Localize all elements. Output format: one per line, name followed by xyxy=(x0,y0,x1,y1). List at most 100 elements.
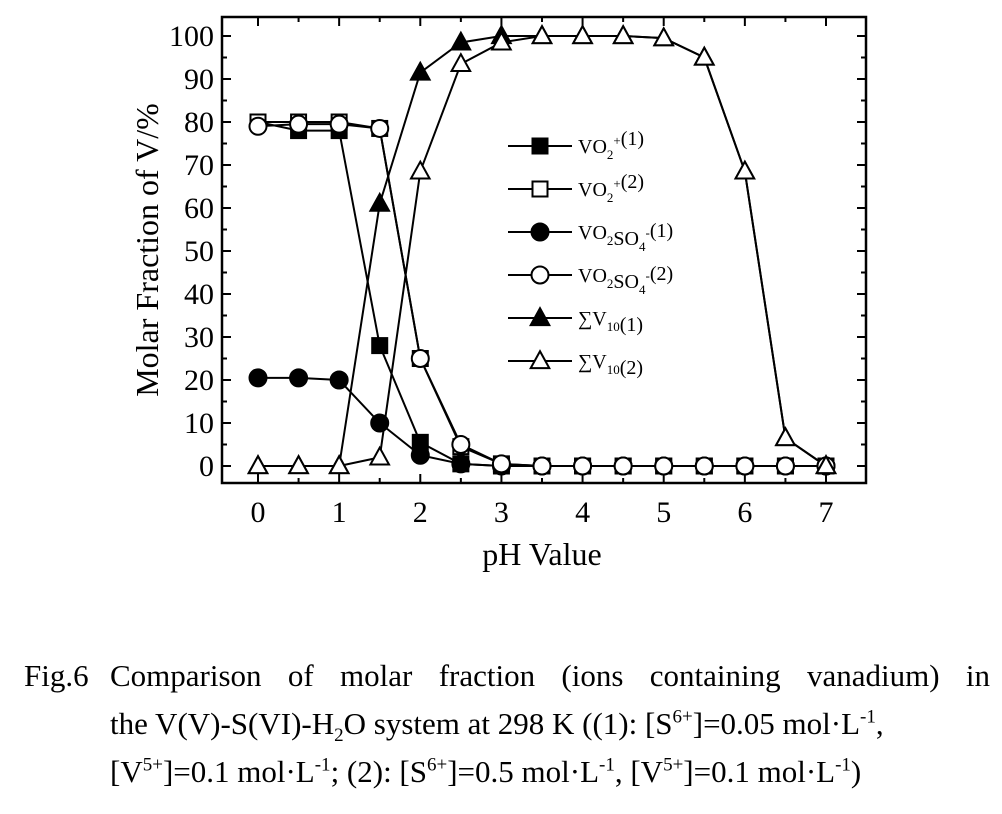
data-point-3 xyxy=(370,118,390,138)
y-axis-title: Molar Fraction of V/% xyxy=(129,103,165,397)
data-point-2 xyxy=(370,413,390,433)
x-tick-label: 3 xyxy=(494,496,509,529)
y-tick-label: 10 xyxy=(184,407,214,440)
caption-sup: 5+ xyxy=(142,754,163,776)
series-line-2 xyxy=(258,376,826,467)
legend-marker xyxy=(531,137,549,155)
legend-label-part: ∑V xyxy=(578,351,607,373)
x-axis: 0 1 2 3 4 5 6 7 xyxy=(251,17,834,529)
legend-label: VO2SO4-(1) xyxy=(578,220,673,254)
data-point-5 xyxy=(652,26,675,47)
data-point-5 xyxy=(449,52,472,73)
legend-marker xyxy=(530,222,550,242)
data-point-5 xyxy=(612,24,635,45)
legend-label-part: - xyxy=(645,268,649,283)
data-point-2 xyxy=(289,368,309,388)
data-point-5 xyxy=(733,159,756,180)
legend-label-part: - xyxy=(645,225,649,240)
legend-label-part: SO xyxy=(613,228,639,250)
data-point-4 xyxy=(409,60,432,81)
caption-seg: , [V xyxy=(614,754,664,789)
data-point-2 xyxy=(410,445,430,465)
y-tick-label: 30 xyxy=(184,321,214,354)
legend-label-part: + xyxy=(613,133,620,148)
x-tick-label: 0 xyxy=(251,496,266,529)
caption-text-1: Comparison of molar fraction (ions conta… xyxy=(110,658,990,693)
caption-seg: , xyxy=(875,706,884,741)
legend-label-part: (1) xyxy=(621,128,644,150)
y-tick-label: 80 xyxy=(184,106,214,139)
series-line-4 xyxy=(258,35,827,467)
plot-frame xyxy=(220,15,868,485)
legend-label-part: (2) xyxy=(650,263,673,285)
caption-line-3: [V5+]=0.1 mol·L-1; (2): [S6+]=0.5 mol·L-… xyxy=(110,748,861,796)
data-point-3 xyxy=(451,435,471,454)
caption-line-2: the V(V)-S(VI)-H2O system at 298 K ((1):… xyxy=(110,700,884,748)
data-point-0 xyxy=(371,337,389,355)
y-tick-label: 40 xyxy=(184,278,214,311)
legend-label: ∑V10(1) xyxy=(578,308,643,336)
data-point-5 xyxy=(815,454,837,475)
y-axis: 0 10 20 30 40 50 60 70 80 90 100 xyxy=(169,20,866,483)
legend-label-part: 2 xyxy=(607,276,614,291)
data-point-3 xyxy=(289,114,309,134)
caption-sup: 6+ xyxy=(672,706,693,728)
data-point-3 xyxy=(613,456,633,476)
legend-label-part: VO xyxy=(578,179,607,201)
legend-label-part: VO xyxy=(578,136,607,158)
legend-label-part: (2) xyxy=(620,357,643,379)
data-point-3 xyxy=(694,456,714,476)
caption-sup: -1 xyxy=(599,754,615,776)
caption-seg: the V(V)-S(VI)-H xyxy=(110,706,335,741)
data-point-2 xyxy=(451,454,471,474)
legend-marker xyxy=(529,349,551,370)
caption-sup: -1 xyxy=(860,706,876,728)
legend-label-part: (2) xyxy=(621,171,644,193)
data-point-4 xyxy=(449,30,472,51)
legend-label: ∑V10(2) xyxy=(578,351,643,379)
data-point-3 xyxy=(775,456,795,476)
legend-label-part: (1) xyxy=(620,314,643,336)
legend-label-part: 2 xyxy=(607,147,614,162)
legend-label-part: 4 xyxy=(639,239,646,254)
series-lines xyxy=(257,35,827,467)
x-tick-label: 5 xyxy=(656,496,671,529)
x-tick-label: 4 xyxy=(575,496,590,529)
legend-label-part: VO xyxy=(578,265,607,287)
data-point-5 xyxy=(247,454,269,475)
data-point-5 xyxy=(774,426,797,447)
x-tick-label: 1 xyxy=(332,496,347,529)
legend-marker xyxy=(531,180,549,198)
data-point-3 xyxy=(410,349,430,368)
caption-sup: 6+ xyxy=(427,754,448,776)
legend-label-part: 2 xyxy=(607,233,614,248)
caption-seg: [V xyxy=(110,754,143,789)
legend-marker xyxy=(530,265,550,285)
legend-label-part: + xyxy=(613,176,620,191)
caption-sub: 2 xyxy=(334,725,344,747)
x-axis-title: pH Value xyxy=(482,536,601,572)
legend: VO2+(1)VO2+(2)VO2SO4-(1)VO2SO4-(2)∑V10(1… xyxy=(508,128,673,379)
y-tick-label: 90 xyxy=(184,63,214,96)
legend-label-part: ∑V xyxy=(578,308,607,330)
data-point-4 xyxy=(368,191,391,212)
y-tick-label: 50 xyxy=(184,235,214,268)
legend-label-part: 4 xyxy=(639,282,646,297)
legend-marker xyxy=(529,306,551,327)
data-point-2 xyxy=(329,370,349,390)
legend-label-part: 2 xyxy=(607,190,614,205)
data-point-5 xyxy=(490,30,513,51)
y-tick-label: 0 xyxy=(199,450,214,483)
legend-label-part: 10 xyxy=(607,362,620,377)
data-point-2 xyxy=(248,368,268,388)
caption-seg: ]=0.1 mol·L xyxy=(162,754,315,789)
data-point-5 xyxy=(409,159,432,180)
caption-sup: 5+ xyxy=(663,754,684,776)
legend-label-part: 10 xyxy=(607,319,620,334)
data-point-5 xyxy=(693,45,716,66)
data-point-3 xyxy=(573,456,593,476)
caption-seg: ) xyxy=(850,754,862,789)
caption-seg: O system at 298 K ((1): [S xyxy=(343,706,673,741)
x-tick-label: 6 xyxy=(737,496,752,529)
